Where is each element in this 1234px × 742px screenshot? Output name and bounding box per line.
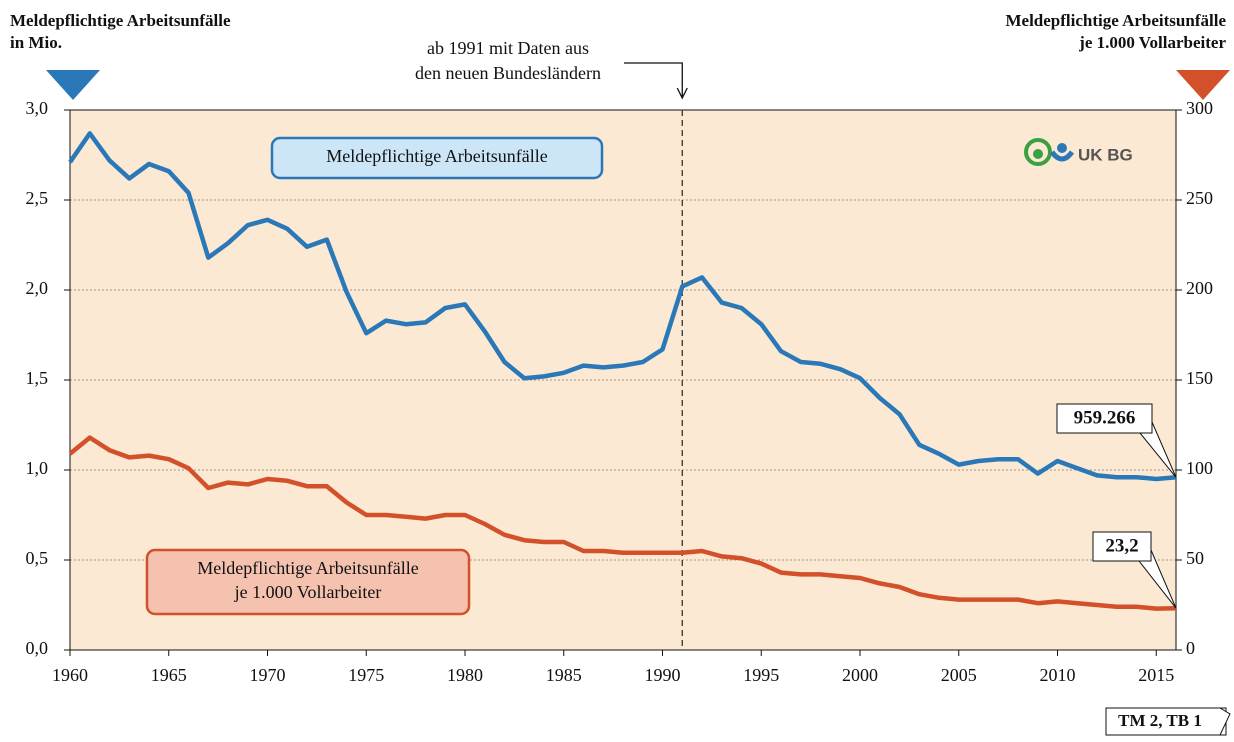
plot-frame [69, 109, 1177, 651]
x-tick-label: 2000 [842, 665, 878, 685]
x-tick-label: 1975 [348, 665, 384, 685]
x-tick-label: 1970 [250, 665, 286, 685]
value-label-pointer [1139, 421, 1177, 478]
value-label-box [1056, 403, 1153, 434]
y-title: in Mio. [10, 33, 62, 52]
footer: TM 2, TB 1 [1118, 711, 1202, 730]
value-label-box [1092, 531, 1152, 562]
y-tick-label: 0,0 [26, 638, 49, 658]
y-tick-label: 3,0 [26, 98, 49, 118]
annotation: ab 1991 mit Daten aus [427, 38, 589, 58]
x-tick-label: 2005 [941, 665, 977, 685]
value-label: 959.266 [1074, 407, 1136, 428]
y2-title: je 1.000 Vollarbeiter [1078, 33, 1226, 52]
x-tick-label: 1960 [52, 665, 88, 685]
series-line [68, 131, 1177, 482]
x-tick-label: 1965 [151, 665, 187, 685]
annotation-arrow [624, 62, 688, 100]
x-tick-label: 1995 [743, 665, 779, 685]
legend-box [145, 548, 471, 616]
y2-tick-label: 50 [1186, 548, 1204, 568]
legend-label: Meldepflichtige Arbeitsunfälle [326, 146, 547, 166]
value-label: 23,2 [1105, 535, 1138, 556]
y-tick-label: 0,5 [26, 548, 49, 568]
value-label-pointer [1138, 549, 1177, 609]
y2-tick-label: 0 [1186, 638, 1195, 658]
y2-tick-label: 250 [1186, 188, 1213, 208]
footer-tab [1219, 707, 1231, 736]
y-tick-label: 1,5 [26, 368, 49, 388]
y2-tick-label: 200 [1186, 278, 1213, 298]
series-line [68, 435, 1177, 611]
x-tick-label: 1990 [645, 665, 681, 685]
y2-marker [1176, 70, 1230, 100]
y2-tick-label: 100 [1186, 458, 1213, 478]
y-tick-label: 2,0 [26, 278, 49, 298]
y-tick-label: 1,0 [26, 458, 49, 478]
y-tick-label: 2,5 [26, 188, 49, 208]
y2-tick-label: 300 [1186, 98, 1213, 118]
logo-text: UK BG [1078, 145, 1133, 164]
annotation: den neuen Bundesländern [415, 63, 601, 83]
legend-box [270, 136, 604, 180]
x-tick-label: 2015 [1138, 665, 1174, 685]
y2-tick-label: 150 [1186, 368, 1213, 388]
legend-label: Meldepflichtige Arbeitsunfälle [197, 558, 418, 578]
y-marker [46, 70, 100, 100]
x-tick-label: 2010 [1040, 665, 1076, 685]
y-title: Meldepflichtige Arbeitsunfälle [10, 11, 231, 30]
legend-label: je 1.000 Vollarbeiter [234, 582, 382, 602]
x-tick-label: 1985 [546, 665, 582, 685]
y2-title: Meldepflichtige Arbeitsunfälle [1005, 11, 1226, 30]
logo: UK BG [1024, 138, 1133, 166]
x-tick-label: 1980 [447, 665, 483, 685]
